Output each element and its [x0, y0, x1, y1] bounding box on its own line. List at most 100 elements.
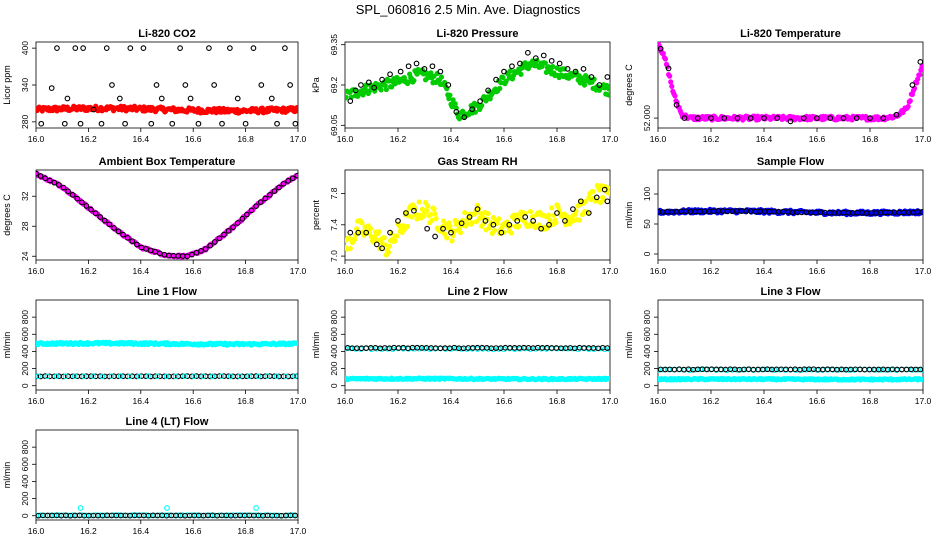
data-point	[64, 95, 71, 102]
x-tick-label: 17.0	[915, 266, 932, 276]
data-point	[74, 195, 81, 202]
data-point	[604, 198, 610, 205]
data-point	[374, 237, 380, 243]
x-tick-label: 16.6	[809, 396, 826, 406]
data-point	[62, 373, 69, 380]
data-point	[189, 251, 195, 258]
data-point	[411, 345, 417, 352]
x-tick-label: 16.4	[756, 134, 773, 144]
data-point	[177, 45, 183, 51]
data-point	[672, 93, 678, 99]
data-point	[920, 63, 923, 70]
y-tick-label: 800	[20, 440, 30, 454]
data-point	[485, 346, 491, 352]
chart-sample-flow: Sample Flow ml/min 16.0 16.2 16.4 16.6 16.8 17.…	[624, 156, 932, 276]
x-tick-label: 16.6	[496, 396, 513, 406]
data-point	[511, 216, 518, 222]
data-point	[268, 95, 275, 102]
plot-area	[658, 42, 923, 125]
data-point	[387, 71, 393, 78]
data-point	[401, 74, 407, 81]
data-point	[264, 373, 271, 380]
x-tick-label: 16.8	[237, 134, 254, 144]
data-point	[456, 225, 463, 232]
data-point	[289, 175, 296, 182]
data-point	[485, 211, 491, 217]
plot-area	[658, 206, 923, 218]
data-point	[445, 82, 452, 88]
data-point	[397, 68, 404, 75]
data-point	[234, 220, 241, 226]
y-tick-label: 340	[20, 78, 30, 92]
data-point	[198, 248, 204, 254]
series-temp-a	[658, 42, 923, 123]
data-point	[538, 225, 544, 232]
data-point	[477, 98, 484, 104]
x-tick-label: 16.0	[650, 266, 667, 276]
chart-line2-flow: Line 2 Flow ml/min 16.0 16.2 16.4 16.6 16.8 17.…	[311, 286, 619, 406]
data-point	[909, 82, 916, 88]
data-point	[424, 207, 430, 214]
data-point	[555, 203, 561, 210]
data-point	[262, 195, 269, 202]
plot-area	[36, 170, 298, 260]
data-point	[381, 235, 387, 241]
data-point	[409, 214, 415, 220]
data-point	[148, 120, 155, 127]
data-point	[540, 52, 547, 59]
data-point	[246, 373, 252, 380]
series-line4-b	[36, 512, 298, 519]
y-tick-label: 69.35	[329, 34, 339, 56]
data-point	[60, 184, 67, 191]
chart-title: Li-820 CO2	[138, 28, 195, 40]
data-point	[553, 219, 559, 226]
data-point	[426, 346, 433, 352]
data-point	[276, 184, 282, 191]
data-point	[438, 74, 445, 80]
data-point	[524, 49, 531, 56]
series-ambient-b	[36, 170, 298, 260]
plot-area	[36, 505, 298, 519]
x-tick-label: 16.6	[496, 134, 513, 144]
data-point	[466, 214, 473, 220]
data-point	[351, 236, 358, 242]
data-point	[271, 188, 278, 194]
data-point	[449, 238, 455, 244]
y-tick-label: 400	[20, 474, 30, 488]
data-point	[530, 214, 536, 220]
data-point	[416, 199, 422, 205]
data-point	[120, 231, 126, 238]
data-point	[295, 105, 298, 111]
data-point	[450, 97, 456, 103]
data-point	[239, 215, 246, 222]
y-tick-label: 32	[20, 191, 30, 201]
data-point	[915, 76, 921, 82]
data-point	[216, 235, 223, 242]
data-point	[444, 235, 450, 241]
data-point	[556, 60, 563, 67]
data-point	[497, 85, 503, 92]
data-point	[516, 223, 522, 229]
data-point	[607, 92, 610, 99]
data-point	[405, 63, 412, 70]
plot-area	[345, 49, 610, 122]
data-point	[363, 229, 370, 236]
y-tick-label: 7.8	[329, 187, 339, 199]
data-point	[814, 115, 820, 121]
data-point	[200, 373, 207, 380]
data-point	[376, 229, 382, 235]
plot-frame	[657, 41, 924, 129]
data-point	[498, 229, 505, 236]
data-point	[236, 373, 243, 380]
x-tick-label: 16.0	[28, 134, 45, 144]
data-point	[721, 115, 728, 121]
data-point	[352, 87, 359, 94]
data-point	[493, 76, 499, 83]
data-point	[257, 199, 264, 206]
x-tick-label: 16.4	[133, 134, 150, 144]
data-point	[604, 74, 610, 80]
x-tick-label: 16.0	[337, 134, 354, 144]
data-point	[585, 210, 592, 216]
data-point	[482, 218, 489, 224]
